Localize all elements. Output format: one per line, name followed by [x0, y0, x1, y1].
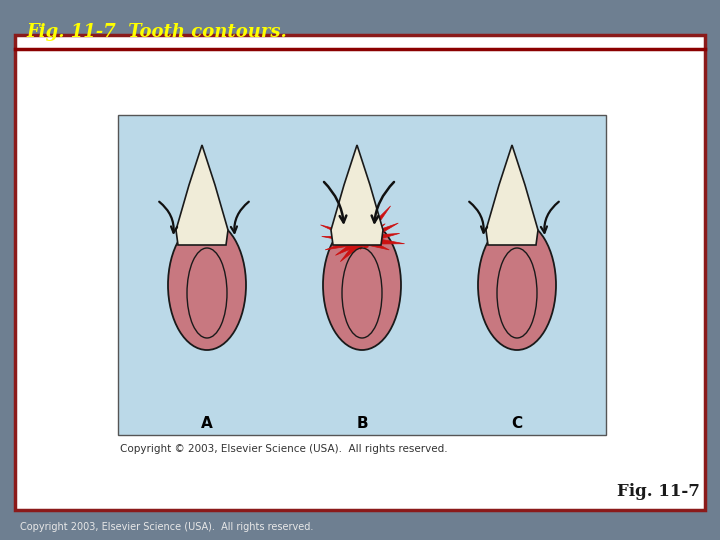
Text: C: C: [511, 415, 523, 430]
Polygon shape: [334, 220, 372, 249]
Polygon shape: [353, 223, 398, 248]
Polygon shape: [341, 231, 372, 262]
Text: Copyright © 2003, Elsevier Science (USA).  All rights reserved.: Copyright © 2003, Elsevier Science (USA)…: [120, 444, 448, 454]
Ellipse shape: [478, 220, 556, 350]
Polygon shape: [176, 145, 228, 245]
Polygon shape: [331, 145, 383, 245]
Polygon shape: [322, 236, 370, 246]
Polygon shape: [320, 225, 372, 247]
Text: Copyright 2003, Elsevier Science (USA).  All rights reserved.: Copyright 2003, Elsevier Science (USA). …: [20, 522, 313, 532]
Text: Fig. 11-7: Fig. 11-7: [617, 483, 700, 501]
Ellipse shape: [168, 220, 246, 350]
Text: A: A: [201, 415, 213, 430]
Bar: [118, 115, 606, 435]
Polygon shape: [353, 206, 390, 249]
Text: B: B: [356, 415, 368, 430]
Polygon shape: [353, 224, 385, 249]
Polygon shape: [354, 234, 405, 244]
Polygon shape: [354, 233, 400, 246]
Bar: [15, 35, 705, 510]
Polygon shape: [325, 233, 371, 250]
Ellipse shape: [323, 220, 401, 350]
Polygon shape: [336, 232, 372, 255]
Text: Fig. 11-7  Tooth contours.: Fig. 11-7 Tooth contours.: [26, 23, 287, 41]
Polygon shape: [486, 145, 538, 245]
Polygon shape: [353, 233, 390, 250]
